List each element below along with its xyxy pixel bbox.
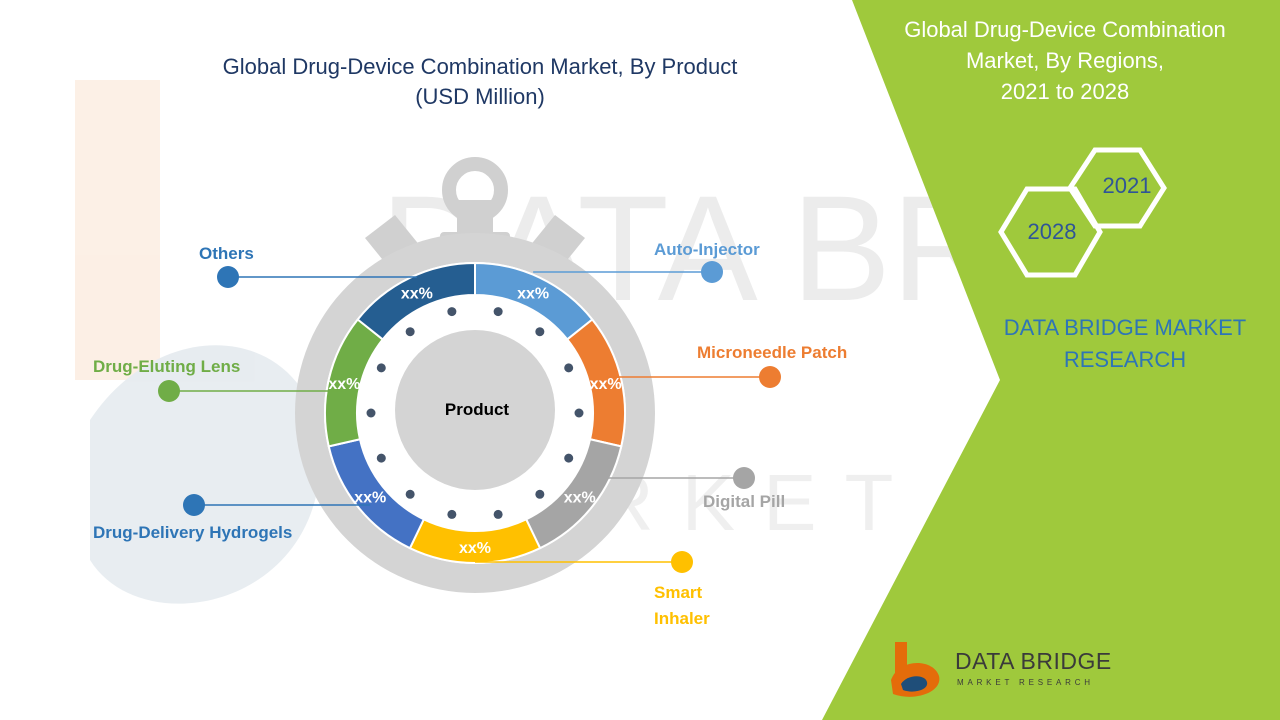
center-circle	[395, 330, 555, 490]
segment-others	[356, 261, 476, 341]
leader-lines	[169, 271, 770, 563]
segment-value-label-drug-eluting-lens: xx%	[328, 376, 360, 393]
center-label: Product	[445, 400, 510, 419]
tick-dot	[564, 363, 574, 373]
tick-dot	[447, 307, 457, 317]
tick-dots	[366, 307, 584, 519]
tick-dot	[493, 509, 503, 519]
chart-title: Global Drug-Device Combination Market, B…	[222, 54, 738, 79]
regions-title-line: Market, By Regions,	[965, 48, 1165, 73]
segment-value-label-others: xx%	[401, 285, 433, 302]
brand-text: DATA BRIDGE MARKET RESEARCH	[980, 312, 1270, 376]
data-bridge-logo: DATA BRIDGE MARKET RESEARCH	[885, 640, 1145, 700]
brand-line: RESEARCH	[1063, 347, 1187, 372]
tick-dot	[405, 327, 415, 337]
category-label-auto-injector: Auto-Injector	[654, 240, 760, 259]
tick-dot	[405, 489, 415, 499]
segment-value-label-digital-pill: xx%	[564, 490, 596, 507]
tick-dot	[574, 408, 584, 418]
regions-title-line: Global Drug-Device Combination	[904, 17, 1226, 42]
legend-dot-others	[217, 266, 239, 288]
legend-dot-drug-eluting-lens	[158, 380, 180, 402]
regions-title-line: 2021 to 2028	[1000, 79, 1130, 104]
donut-segments	[324, 261, 626, 564]
segment-value-label-drug-delivery-hydrogels: xx%	[354, 490, 386, 507]
segment-value-label-auto-injector: xx%	[517, 285, 549, 302]
chart-title-block: Global Drug-Device Combination Market, B…	[180, 52, 780, 112]
regions-title: Global Drug-Device Combination Market, B…	[870, 14, 1260, 107]
legend-dot-drug-delivery-hydrogels	[183, 494, 205, 516]
category-label-smart-inhaler: Smart	[654, 583, 703, 602]
tick-dot	[535, 327, 545, 337]
category-label-drug-eluting-lens: Drug-Eluting Lens	[93, 357, 240, 376]
tick-dot	[535, 489, 545, 499]
category-labels: Auto-Injector Microneedle Patch Digital Pi…	[93, 240, 847, 628]
tick-dot	[376, 453, 386, 463]
legend-dot-digital-pill	[733, 467, 755, 489]
tick-dot	[564, 453, 574, 463]
logo-name: DATA BRIDGE	[955, 648, 1112, 674]
tick-dot	[366, 408, 376, 418]
tick-dot	[447, 509, 457, 519]
year-2028: 2028	[1027, 219, 1077, 244]
logo-tagline: MARKET RESEARCH	[957, 678, 1094, 687]
category-label-microneedle-patch: Microneedle Patch	[697, 343, 847, 362]
tick-dot	[376, 363, 386, 373]
tick-dot	[493, 307, 503, 317]
segment-value-labels: xx% xx% xx% xx% xx% xx% xx%	[328, 285, 621, 557]
logo-mark-icon	[891, 642, 940, 697]
category-label-drug-delivery-hydrogels: Drug-Delivery Hydrogels	[93, 523, 292, 542]
brand-line: DATA BRIDGE MARKET	[1003, 315, 1247, 340]
legend-dot-smart-inhaler	[671, 551, 693, 573]
chart-subtitle: (USD Million)	[415, 84, 545, 109]
category-label-others: Others	[199, 244, 254, 263]
legend-dot-auto-injector	[701, 261, 723, 283]
category-label-smart-inhaler: Inhaler	[654, 609, 710, 628]
segment-value-label-smart-inhaler: xx%	[459, 540, 491, 557]
legend-dot-microneedle-patch	[759, 366, 781, 388]
segment-value-label-microneedle-patch: xx%	[590, 376, 622, 393]
year-2021: 2021	[1102, 173, 1152, 198]
category-label-digital-pill: Digital Pill	[703, 492, 785, 511]
